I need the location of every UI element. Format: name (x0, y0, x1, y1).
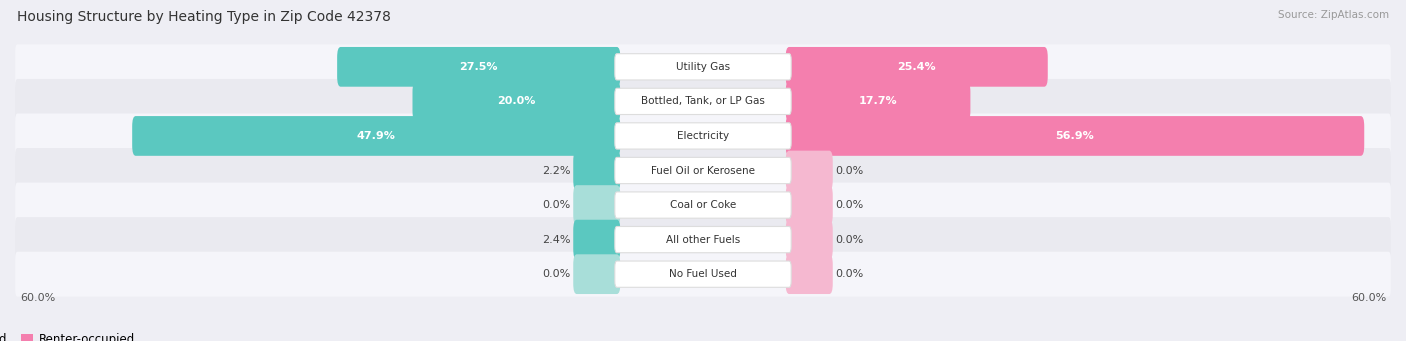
FancyBboxPatch shape (786, 47, 1047, 87)
Text: 0.0%: 0.0% (835, 200, 863, 210)
Text: 60.0%: 60.0% (1351, 293, 1386, 303)
Text: 20.0%: 20.0% (498, 97, 536, 106)
Text: 0.0%: 0.0% (543, 269, 571, 279)
FancyBboxPatch shape (15, 252, 1391, 297)
Text: Electricity: Electricity (676, 131, 730, 141)
FancyBboxPatch shape (412, 81, 620, 121)
Text: 0.0%: 0.0% (543, 200, 571, 210)
Text: Bottled, Tank, or LP Gas: Bottled, Tank, or LP Gas (641, 97, 765, 106)
Text: 0.0%: 0.0% (835, 235, 863, 244)
Text: Source: ZipAtlas.com: Source: ZipAtlas.com (1278, 10, 1389, 20)
FancyBboxPatch shape (786, 220, 832, 260)
FancyBboxPatch shape (574, 254, 620, 294)
Text: 25.4%: 25.4% (897, 62, 936, 72)
FancyBboxPatch shape (614, 261, 792, 287)
FancyBboxPatch shape (614, 226, 792, 253)
Text: 2.4%: 2.4% (543, 235, 571, 244)
Text: 17.7%: 17.7% (859, 97, 897, 106)
FancyBboxPatch shape (786, 116, 1364, 156)
FancyBboxPatch shape (15, 114, 1391, 159)
Text: 27.5%: 27.5% (460, 62, 498, 72)
FancyBboxPatch shape (15, 79, 1391, 124)
FancyBboxPatch shape (614, 123, 792, 149)
FancyBboxPatch shape (15, 148, 1391, 193)
FancyBboxPatch shape (574, 185, 620, 225)
Text: 47.9%: 47.9% (357, 131, 395, 141)
Text: Utility Gas: Utility Gas (676, 62, 730, 72)
FancyBboxPatch shape (337, 47, 620, 87)
Text: 60.0%: 60.0% (20, 293, 55, 303)
FancyBboxPatch shape (15, 182, 1391, 227)
FancyBboxPatch shape (15, 44, 1391, 89)
FancyBboxPatch shape (614, 54, 792, 80)
Text: Fuel Oil or Kerosene: Fuel Oil or Kerosene (651, 165, 755, 176)
FancyBboxPatch shape (574, 151, 620, 190)
FancyBboxPatch shape (614, 88, 792, 115)
FancyBboxPatch shape (132, 116, 620, 156)
FancyBboxPatch shape (614, 157, 792, 184)
Text: 2.2%: 2.2% (543, 165, 571, 176)
FancyBboxPatch shape (614, 192, 792, 218)
FancyBboxPatch shape (15, 217, 1391, 262)
Text: 0.0%: 0.0% (835, 165, 863, 176)
Text: 56.9%: 56.9% (1056, 131, 1094, 141)
FancyBboxPatch shape (786, 185, 832, 225)
Text: All other Fuels: All other Fuels (666, 235, 740, 244)
FancyBboxPatch shape (786, 151, 832, 190)
Text: 0.0%: 0.0% (835, 269, 863, 279)
Text: Housing Structure by Heating Type in Zip Code 42378: Housing Structure by Heating Type in Zip… (17, 10, 391, 24)
FancyBboxPatch shape (786, 254, 832, 294)
FancyBboxPatch shape (786, 81, 970, 121)
Legend: Owner-occupied, Renter-occupied: Owner-occupied, Renter-occupied (0, 329, 139, 341)
Text: No Fuel Used: No Fuel Used (669, 269, 737, 279)
FancyBboxPatch shape (574, 220, 620, 260)
Text: Coal or Coke: Coal or Coke (669, 200, 737, 210)
